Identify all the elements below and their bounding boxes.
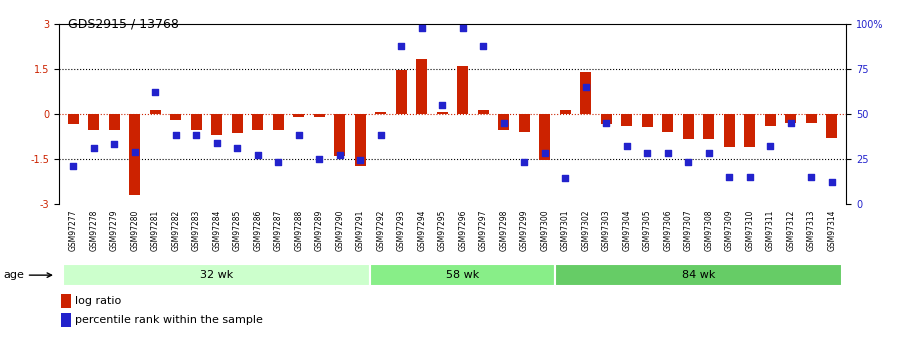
Bar	[826, 114, 837, 138]
Point	[87, 145, 101, 151]
Bar	[498, 114, 510, 130]
Text: percentile rank within the sample: percentile rank within the sample	[74, 315, 262, 325]
Point	[578, 84, 593, 90]
Point	[599, 120, 614, 126]
Bar	[314, 114, 325, 117]
Point	[168, 132, 183, 138]
Point	[209, 140, 224, 145]
Bar	[129, 114, 140, 195]
Bar	[744, 114, 756, 147]
Point	[538, 150, 552, 156]
Bar	[61, 294, 71, 308]
Bar	[642, 114, 653, 127]
Bar	[191, 114, 202, 130]
Bar	[170, 114, 181, 120]
Point	[701, 150, 716, 156]
Bar	[786, 114, 796, 123]
Bar	[519, 114, 530, 132]
Point	[476, 43, 491, 48]
Point	[804, 174, 818, 179]
Point	[497, 120, 511, 126]
Bar	[370, 264, 555, 286]
Point	[620, 144, 634, 149]
Bar	[621, 114, 633, 126]
Point	[251, 152, 265, 158]
Bar	[232, 114, 243, 133]
Text: log ratio: log ratio	[74, 296, 121, 306]
Point	[148, 90, 162, 95]
Bar	[662, 114, 673, 132]
Bar	[334, 114, 346, 156]
Point	[661, 150, 675, 156]
Point	[66, 163, 81, 169]
Point	[291, 132, 306, 138]
Point	[455, 25, 470, 30]
Bar	[601, 114, 612, 124]
Bar	[539, 114, 550, 160]
Text: 58 wk: 58 wk	[446, 270, 480, 280]
Bar	[293, 114, 304, 117]
Bar	[436, 112, 448, 114]
Bar	[580, 72, 591, 114]
Point	[722, 174, 737, 179]
Bar	[252, 114, 263, 130]
Point	[230, 145, 244, 151]
Text: 32 wk: 32 wk	[200, 270, 233, 280]
Point	[353, 158, 367, 163]
Bar	[68, 114, 79, 124]
Bar	[457, 66, 469, 114]
Point	[824, 179, 839, 185]
Bar	[63, 264, 370, 286]
Point	[681, 159, 696, 165]
Bar	[395, 70, 407, 114]
Bar	[703, 114, 714, 139]
Bar	[272, 114, 284, 130]
Bar	[109, 114, 119, 130]
Bar	[211, 114, 223, 135]
Bar	[559, 110, 571, 114]
Point	[517, 159, 531, 165]
Bar	[61, 313, 71, 327]
Point	[784, 120, 798, 126]
Text: age: age	[3, 270, 52, 280]
Bar	[765, 114, 776, 126]
Point	[374, 132, 388, 138]
Bar	[355, 114, 366, 166]
Point	[763, 144, 777, 149]
Point	[394, 43, 408, 48]
Point	[743, 174, 757, 179]
Bar	[149, 110, 161, 114]
Point	[558, 176, 573, 181]
Point	[128, 149, 142, 154]
Bar	[724, 114, 735, 147]
Point	[414, 25, 429, 30]
Bar	[416, 59, 427, 114]
Point	[332, 152, 347, 158]
Bar	[682, 114, 694, 139]
Point	[640, 150, 654, 156]
Text: 84 wk: 84 wk	[681, 270, 715, 280]
Text: GDS2915 / 13768: GDS2915 / 13768	[68, 17, 179, 30]
Bar	[88, 114, 100, 130]
Bar	[555, 264, 842, 286]
Bar	[478, 110, 489, 114]
Point	[435, 102, 450, 108]
Point	[189, 132, 204, 138]
Point	[312, 156, 327, 161]
Point	[271, 159, 285, 165]
Bar	[805, 114, 817, 123]
Point	[107, 141, 121, 147]
Bar	[375, 112, 386, 114]
